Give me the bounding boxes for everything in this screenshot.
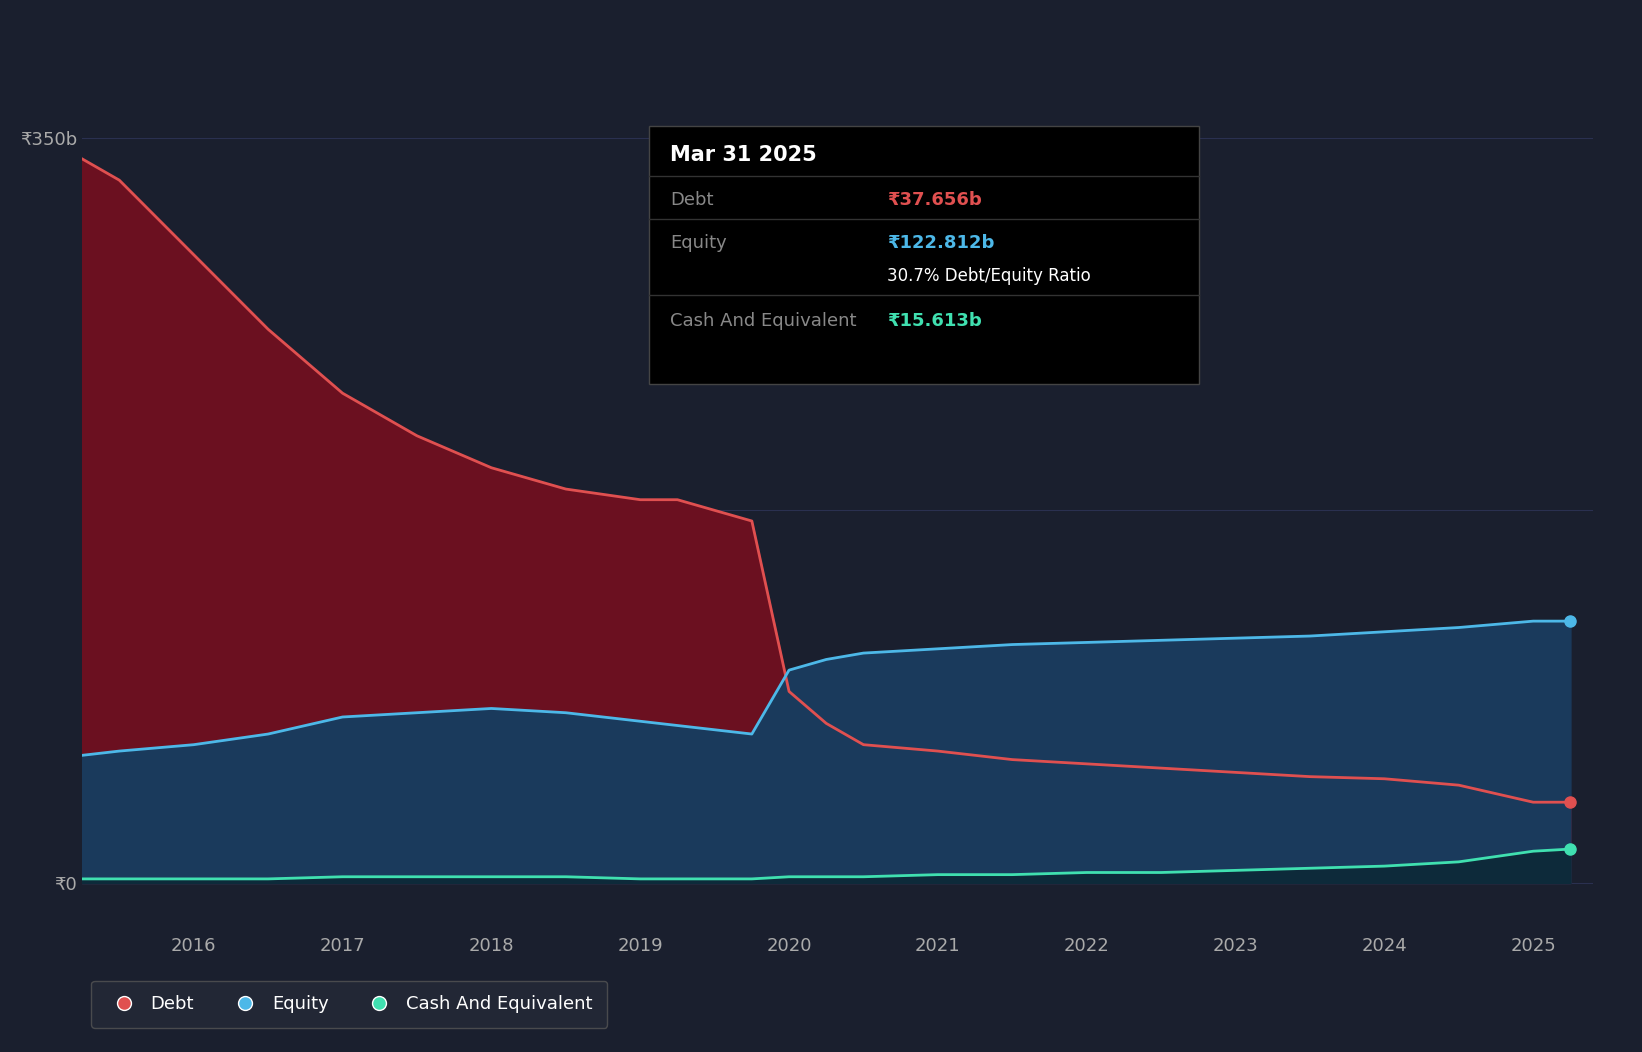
Text: ₹37.656b: ₹37.656b <box>887 191 982 209</box>
Text: Mar 31 2025: Mar 31 2025 <box>670 145 816 165</box>
Text: ₹122.812b: ₹122.812b <box>887 235 993 252</box>
Text: ₹15.613b: ₹15.613b <box>887 312 982 330</box>
Text: Cash And Equivalent: Cash And Equivalent <box>670 312 857 330</box>
Legend: Debt, Equity, Cash And Equivalent: Debt, Equity, Cash And Equivalent <box>90 980 608 1028</box>
Text: Equity: Equity <box>670 235 727 252</box>
Text: 30.7% Debt/Equity Ratio: 30.7% Debt/Equity Ratio <box>887 267 1090 285</box>
Text: Debt: Debt <box>670 191 713 209</box>
